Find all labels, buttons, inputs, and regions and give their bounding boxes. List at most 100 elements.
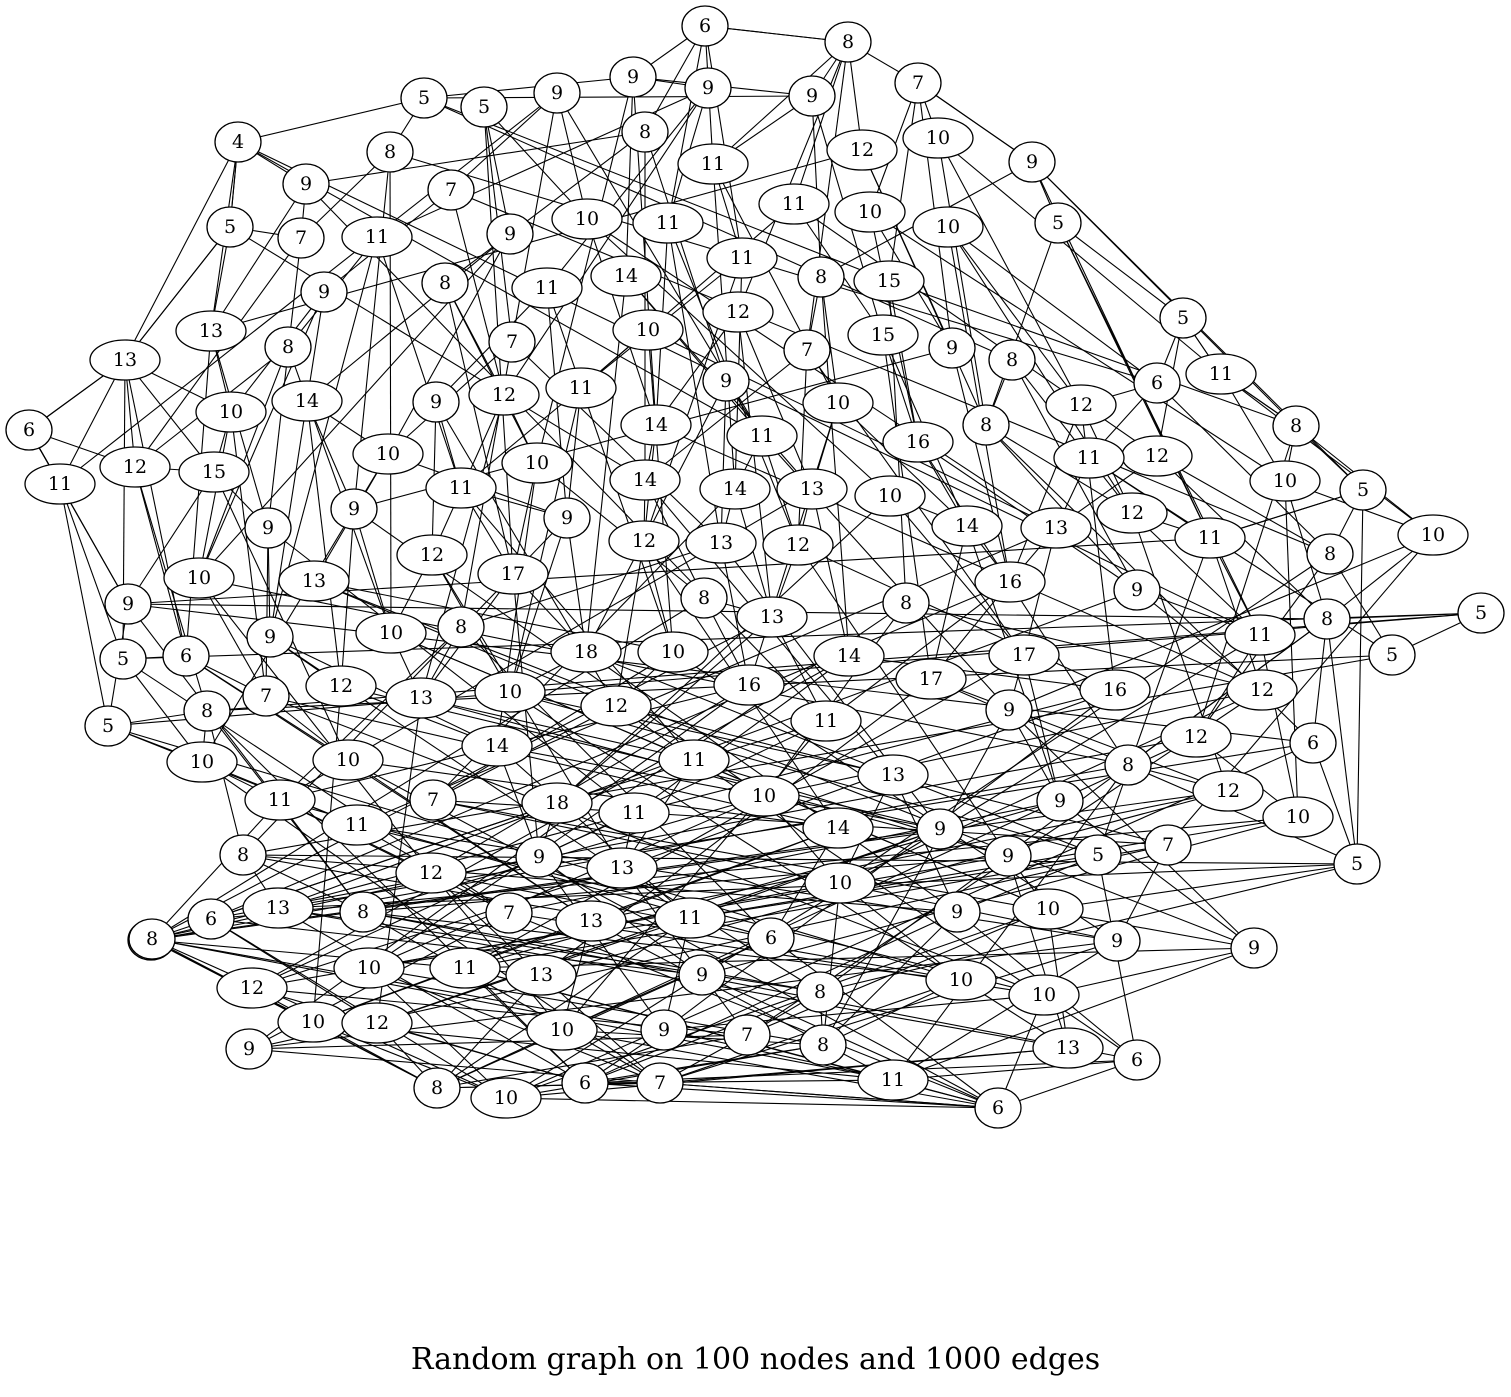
graph-edge — [720, 380, 727, 544]
node-label: 8 — [1324, 543, 1336, 565]
graph-edge — [362, 911, 821, 993]
node-ellipse — [699, 468, 771, 510]
node-ellipse — [713, 664, 785, 706]
node-label: 8 — [282, 336, 294, 358]
graph-edge — [905, 602, 1263, 691]
graph-node: 12 — [608, 520, 680, 562]
graph-edge — [237, 97, 425, 143]
graph-edge — [210, 918, 378, 1024]
graph-node: 16 — [882, 421, 954, 463]
node-label: 17 — [1012, 644, 1036, 666]
node-ellipse — [685, 522, 757, 564]
node-ellipse — [178, 451, 250, 493]
node-ellipse — [797, 256, 845, 298]
node-ellipse — [89, 339, 161, 381]
graph-edge — [737, 311, 773, 618]
node-label: 16 — [1103, 679, 1127, 701]
node-ellipse — [413, 1067, 461, 1109]
node-ellipse — [225, 1028, 273, 1070]
graph-edge — [701, 816, 1299, 976]
graph-edge — [720, 542, 750, 686]
node-label: 5 — [224, 216, 236, 238]
graph-edge — [423, 97, 890, 282]
node-label: 8 — [384, 141, 396, 163]
node-ellipse — [486, 213, 534, 255]
node-ellipse — [882, 582, 930, 624]
node-label: 12 — [419, 862, 443, 884]
graph-edge — [206, 710, 586, 1084]
graph-edge — [806, 41, 849, 351]
graph-edge — [511, 341, 722, 544]
node-label: 9 — [702, 77, 714, 99]
node-label: 5 — [1092, 844, 1104, 866]
node-label: 5 — [418, 87, 430, 109]
graph-node: 11 — [24, 463, 96, 505]
graph-edge — [185, 330, 212, 657]
graph-node: 13 — [736, 596, 808, 638]
graph-node: 17 — [477, 553, 549, 595]
node-ellipse — [468, 374, 540, 416]
graph-edge — [460, 542, 722, 628]
node-label: 6 — [205, 908, 217, 930]
graph-edge — [584, 991, 821, 1084]
node-ellipse — [857, 1059, 929, 1101]
graph-node: 9 — [928, 327, 976, 369]
node-ellipse — [396, 534, 468, 576]
graph-edge — [353, 508, 392, 634]
node-label: 10 — [525, 452, 549, 474]
node-label: 9 — [806, 85, 818, 107]
node-label: 9 — [627, 66, 639, 88]
graph-node: 14 — [699, 468, 771, 510]
graph-node: 10 — [1262, 796, 1334, 838]
graph-node: 5 — [84, 705, 132, 747]
graph-node: 11 — [706, 237, 778, 279]
node-label: 14 — [485, 735, 509, 757]
graph-edge — [444, 282, 514, 575]
node-label: 17 — [919, 668, 943, 690]
graph-node: 8 — [219, 834, 267, 876]
graph-edge — [1312, 618, 1328, 744]
graph-node: 13 — [1020, 507, 1092, 549]
node-label: 11 — [730, 247, 754, 269]
node-ellipse — [985, 689, 1033, 731]
graph-node: 12 — [216, 967, 288, 1009]
node-label: 14 — [955, 515, 979, 537]
graph-edge — [822, 911, 958, 1046]
node-ellipse — [637, 631, 709, 673]
graph-edge — [1057, 222, 1261, 636]
graph-node: 9 — [609, 56, 657, 98]
node-label: 9 — [1054, 790, 1066, 812]
graph-node: 8 — [1272, 405, 1320, 447]
node-ellipse — [620, 404, 692, 446]
node-ellipse — [912, 206, 984, 248]
graph-node: 8 — [1306, 533, 1354, 575]
graph-edge — [423, 97, 1013, 361]
graph-node: 8 — [988, 339, 1036, 381]
node-label: 14 — [633, 469, 657, 491]
graph-node: 10 — [163, 557, 235, 599]
node-ellipse — [790, 700, 862, 742]
node-label: 9 — [1111, 930, 1123, 952]
graph-node: 13 — [385, 677, 457, 719]
graph-edge — [210, 736, 1197, 920]
graph-edge — [127, 471, 215, 605]
graph-edge — [509, 517, 568, 693]
node-label: 10 — [575, 208, 599, 230]
node-ellipse — [974, 1087, 1022, 1129]
graph-edge — [1059, 800, 1255, 949]
graph-edge — [362, 855, 1009, 913]
node-ellipse — [609, 459, 681, 501]
node-label: 5 — [1177, 307, 1189, 329]
node-ellipse — [1159, 297, 1207, 339]
graph-edge — [368, 967, 661, 1084]
node-ellipse — [421, 262, 469, 304]
node-ellipse — [857, 754, 929, 796]
node-ellipse — [183, 690, 231, 732]
graph-node: 12 — [468, 374, 540, 416]
graph-edge — [124, 359, 187, 657]
node-ellipse — [598, 792, 670, 834]
graph-edge — [947, 226, 1158, 384]
graph-node: 13 — [242, 887, 314, 929]
node-label: 15 — [871, 324, 895, 346]
graph-node: 12 — [580, 685, 652, 727]
